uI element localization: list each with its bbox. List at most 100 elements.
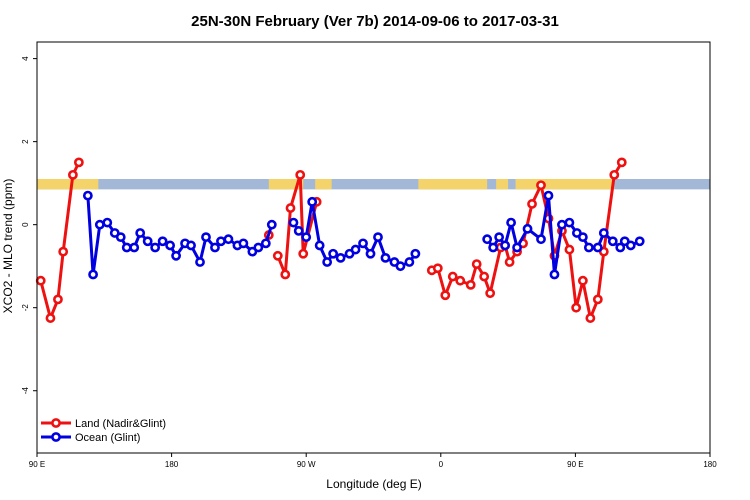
x-tick-label: 90 E bbox=[567, 460, 583, 469]
data-point bbox=[512, 242, 522, 253]
data-point bbox=[186, 240, 196, 251]
data-point bbox=[314, 240, 325, 251]
data-point bbox=[577, 275, 588, 286]
data-point bbox=[564, 217, 575, 228]
coverage-band bbox=[37, 179, 710, 190]
data-point bbox=[504, 257, 515, 267]
data-point bbox=[253, 242, 264, 253]
data-point bbox=[67, 169, 78, 180]
data-point bbox=[488, 242, 499, 253]
data-point bbox=[571, 302, 582, 313]
data-point bbox=[73, 157, 84, 168]
plot-frame bbox=[36, 41, 711, 454]
data-point bbox=[616, 157, 627, 168]
data-point bbox=[358, 238, 368, 249]
data-point bbox=[335, 252, 346, 263]
data-point bbox=[527, 199, 537, 209]
data-point bbox=[455, 275, 466, 286]
data-point bbox=[260, 238, 271, 249]
data-point bbox=[577, 232, 588, 243]
data-point bbox=[53, 294, 63, 305]
data-point bbox=[285, 203, 296, 213]
band-land-segment bbox=[315, 179, 332, 190]
band-land-segment bbox=[268, 179, 304, 190]
data-point bbox=[210, 242, 220, 253]
data-point bbox=[102, 217, 113, 228]
band-land-segment bbox=[496, 179, 509, 190]
data-point bbox=[142, 236, 153, 247]
data-point bbox=[615, 242, 626, 253]
data-point bbox=[404, 257, 415, 267]
data-point bbox=[482, 234, 493, 245]
chart-title: 25N-30N February (Ver 7b) 2014-09-06 to … bbox=[191, 13, 559, 30]
x-tick-label: 0 bbox=[439, 460, 444, 469]
data-point bbox=[583, 242, 594, 253]
series-line bbox=[292, 200, 417, 268]
data-point bbox=[592, 242, 603, 253]
x-tick-label: 180 bbox=[703, 460, 717, 469]
data-point bbox=[625, 240, 636, 251]
legend-label: Land (Nadir&Glint) bbox=[75, 418, 166, 430]
data-point bbox=[165, 240, 176, 251]
series-ocean bbox=[82, 190, 645, 280]
data-point bbox=[115, 232, 126, 243]
data-point bbox=[609, 169, 620, 180]
x-tick-label: 90 E bbox=[29, 460, 45, 469]
data-point bbox=[171, 250, 181, 261]
series-layer bbox=[35, 157, 645, 323]
data-point bbox=[272, 250, 283, 261]
y-tick-label: -2 bbox=[21, 304, 30, 312]
data-point bbox=[485, 288, 496, 299]
data-point bbox=[328, 248, 339, 259]
band-land-segment bbox=[37, 179, 99, 190]
y-tick-label: 4 bbox=[21, 56, 30, 61]
data-point bbox=[280, 269, 291, 280]
band-land-segment bbox=[515, 179, 615, 190]
data-point bbox=[288, 217, 299, 228]
data-point bbox=[150, 242, 161, 253]
data-point bbox=[195, 257, 205, 267]
x-tick-label: 90 W bbox=[297, 460, 316, 469]
x-tick-label: 180 bbox=[165, 460, 179, 469]
data-point bbox=[543, 190, 554, 201]
data-point bbox=[440, 290, 451, 301]
y-tick-label: 0 bbox=[21, 222, 30, 227]
data-point bbox=[380, 252, 391, 263]
data-point bbox=[223, 234, 234, 245]
legend-marker bbox=[51, 418, 61, 428]
y-axis-label: XCO2 - MLO trend (ppm) bbox=[1, 179, 15, 314]
data-point bbox=[295, 169, 306, 180]
data-point bbox=[536, 234, 546, 245]
data-point bbox=[585, 313, 596, 323]
data-point bbox=[432, 263, 443, 274]
data-point bbox=[506, 217, 516, 228]
data-point bbox=[322, 257, 333, 267]
data-point bbox=[135, 228, 146, 238]
y-tick-label: -4 bbox=[21, 387, 30, 395]
data-point bbox=[301, 232, 312, 243]
data-point bbox=[410, 248, 421, 259]
data-point bbox=[500, 240, 511, 251]
data-point bbox=[45, 313, 56, 323]
data-point bbox=[471, 259, 482, 270]
data-point bbox=[365, 248, 376, 259]
legend: Land (Nadir&Glint) Ocean (Glint) bbox=[41, 418, 166, 444]
data-point bbox=[58, 246, 69, 257]
data-point bbox=[129, 242, 140, 253]
x-axis-label: Longitude (deg E) bbox=[326, 477, 421, 491]
data-point bbox=[307, 196, 318, 207]
data-point bbox=[564, 244, 575, 255]
data-point bbox=[293, 225, 304, 236]
axes: 90 E 180 90 W 0 90 E 180 -4 -2 0 2 4 bbox=[21, 56, 717, 469]
data-point bbox=[201, 232, 211, 243]
legend-marker bbox=[51, 432, 61, 442]
data-point bbox=[598, 228, 609, 238]
data-point bbox=[522, 223, 533, 234]
data-point bbox=[216, 236, 226, 247]
data-point bbox=[88, 269, 98, 280]
data-point bbox=[350, 244, 361, 255]
data-point bbox=[373, 232, 383, 243]
data-point bbox=[94, 219, 105, 230]
data-point bbox=[536, 180, 546, 191]
